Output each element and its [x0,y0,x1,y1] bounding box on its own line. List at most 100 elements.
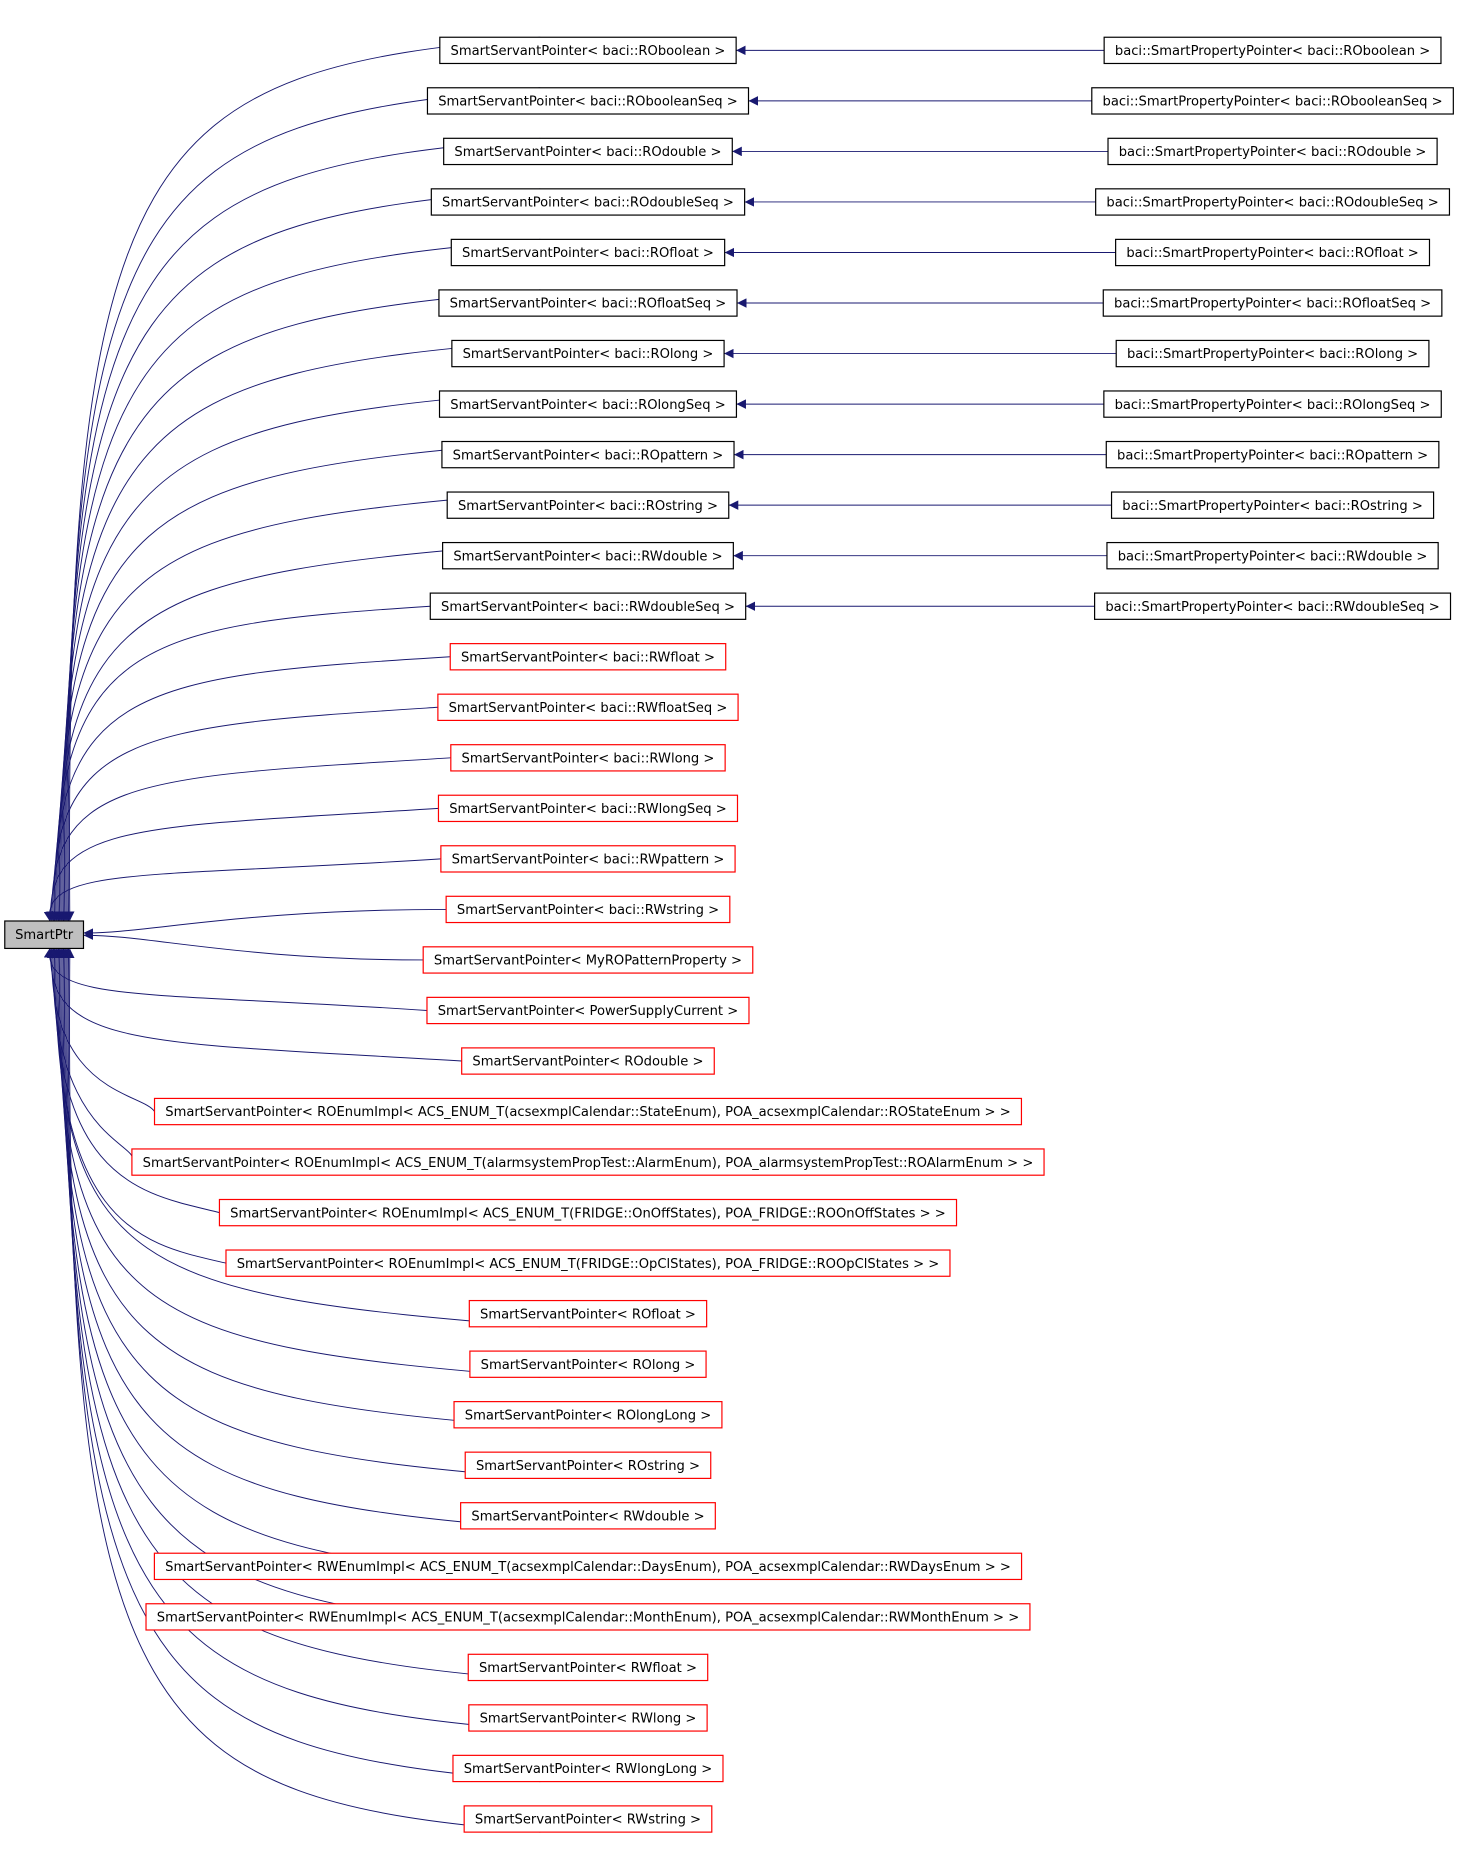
class-node: SmartServantPointer< RWEnumImpl< ACS_ENU… [145,1603,1031,1631]
class-node-box [464,1451,712,1479]
class-node-box [446,491,730,519]
class-node-label: SmartServantPointer< RWEnumImpl< ACS_ENU… [157,1611,1019,1626]
class-node-label: SmartServantPointer< ROdouble > [472,1055,703,1070]
inheritance-edge [83,908,447,938]
class-node: SmartServantPointer< baci::ROboolean > [439,36,737,65]
class-node-box [449,643,727,671]
class-node: SmartServantPointer< RWlongLong > [452,1754,724,1783]
class-node-box [225,1249,951,1277]
derived-node-box [1103,390,1442,418]
class-node-box [445,895,731,924]
class-node-box [450,744,726,772]
inheritance-edge [43,858,441,922]
inheritance-edge [50,948,227,1264]
inheritance-edge [64,36,541,921]
derived-node-label: baci::SmartPropertyPointer< baci::ROdoub… [1106,196,1438,211]
class-node-label: SmartServantPointer< ROstring > [476,1459,700,1474]
class-node-label: SmartServantPointer< baci::RWdoubleSeq > [441,600,735,615]
class-node-label: SmartServantPointer< RWfloat > [479,1661,697,1676]
class-node-box [153,1552,1023,1581]
derived-node: baci::SmartPropertyPointer< baci::RWdoub… [1106,541,1439,570]
class-node-box [437,794,739,823]
inheritance-edge [64,948,541,1833]
class-node: SmartServantPointer< baci::ROstring > [446,491,730,519]
derived-node: baci::SmartPropertyPointer< baci::ROpatt… [1105,440,1440,469]
derived-node-label: baci::SmartPropertyPointer< baci::RWdoub… [1118,549,1428,564]
class-node: SmartServantPointer< baci::ROdouble > [443,137,733,166]
derived-node: baci::SmartPropertyPointer< baci::ROlong… [1103,390,1442,418]
class-node-label: SmartServantPointer< baci::RWlongSeq > [449,802,727,817]
class-node: SmartServantPointer< ROstring > [464,1451,712,1479]
class-node: SmartServantPointer< ROdouble > [461,1047,715,1075]
class-node: SmartServantPointer< ROEnumImpl< ACS_ENU… [131,1148,1045,1176]
inheritance-edge [52,542,541,922]
inheritance-edge [61,948,541,1682]
derived-node-label: baci::SmartPropertyPointer< baci::RObool… [1103,95,1443,110]
class-node-label: SmartServantPointer< ROfloat > [480,1307,696,1322]
derived-node: baci::SmartPropertyPointer< baci::ROlong… [1115,339,1430,368]
class-node-label: SmartServantPointer< baci::ROlong > [463,347,714,362]
class-node-box [443,137,733,166]
class-node: SmartServantPointer< RWdouble > [460,1502,716,1530]
class-node-label: SmartServantPointer< RWstring > [475,1813,701,1828]
class-node-box [450,238,726,267]
class-node-label: SmartServantPointer< baci::ROdouble > [454,145,721,160]
class-node-box [437,693,739,721]
class-node: SmartServantPointer< baci::ROdoubleSeq > [430,188,746,216]
class-node: SmartServantPointer< RWlong > [468,1704,708,1732]
derived-node-label: baci::SmartPropertyPointer< baci::ROstri… [1122,499,1423,514]
class-node-label: SmartServantPointer< baci::RWdouble > [453,549,722,564]
inheritance-edge [43,948,428,1011]
class-node-box [426,996,750,1025]
class-node: SmartServantPointer< baci::RWfloat > [449,643,727,671]
class-node-label: SmartServantPointer< ROEnumImpl< ACS_ENU… [230,1206,946,1221]
derived-node-box [1094,592,1452,620]
derived-node-label: baci::SmartPropertyPointer< baci::RObool… [1115,44,1430,59]
class-node-label: SmartServantPointer< ROEnumImpl< ACS_ENU… [237,1257,940,1272]
root-box [4,920,85,950]
class-node-label: SmartServantPointer< baci::ROfloat > [462,246,714,261]
derived-node-box [1106,541,1439,570]
class-node-box [451,339,725,368]
class-node: SmartServantPointer< baci::ROlongSeq > [438,390,738,418]
derived-node-label: baci::SmartPropertyPointer< baci::RWdoub… [1105,600,1439,615]
class-node-box [145,1603,1031,1631]
derived-node: baci::SmartPropertyPointer< baci::ROfloa… [1102,289,1443,317]
class-node-box [430,188,746,216]
derived-node-box [1091,87,1454,115]
class-node-box [468,1299,708,1328]
inheritance-edge [48,706,438,922]
class-node-label: SmartServantPointer< baci::RWfloatSeq > [449,701,728,716]
derived-node-box [1103,36,1442,65]
derived-node-label: baci::SmartPropertyPointer< baci::ROdoub… [1119,145,1427,160]
derived-node: baci::SmartPropertyPointer< baci::RWdoub… [1094,592,1452,620]
class-node-box [442,541,734,570]
inheritance-edge [53,491,541,922]
class-node-box [438,390,738,418]
derived-node-box [1110,491,1435,519]
class-node-label: SmartServantPointer< ROEnumImpl< ACS_ENU… [143,1156,1034,1171]
inheritance-edge [45,807,439,922]
class-node-label: SmartServantPointer< baci::ROstring > [458,499,718,514]
class-node-label: SmartServantPointer< baci::RWpattern > [452,853,725,868]
class-node: SmartServantPointer< ROfloat > [468,1299,708,1328]
class-node: SmartServantPointer< RWfloat > [467,1653,709,1682]
class-node-box [439,36,737,65]
class-node-box [468,1704,708,1732]
class-node: SmartServantPointer< baci::RWfloatSeq > [437,693,739,721]
class-node: SmartServantPointer< ROlong > [469,1350,707,1378]
derived-node: baci::SmartPropertyPointer< baci::ROdoub… [1095,188,1451,216]
inheritance-edge [45,948,462,1062]
derived-node-label: baci::SmartPropertyPointer< baci::ROlong… [1115,398,1431,413]
class-node-label: SmartServantPointer< ROlongLong > [465,1408,711,1423]
derived-node-label: baci::SmartPropertyPointer< baci::ROfloa… [1114,297,1431,312]
class-node-box [441,440,735,469]
derived-node-box [1107,137,1438,166]
class-node-label: SmartServantPointer< baci::ROfloatSeq > [450,297,727,312]
derived-node-label: baci::SmartPropertyPointer< baci::ROpatt… [1117,448,1428,463]
class-node: SmartServantPointer< baci::ROfloat > [450,238,726,267]
derived-node-box [1105,440,1440,469]
class-node-box [153,1097,1023,1126]
class-node-box [452,1754,724,1783]
